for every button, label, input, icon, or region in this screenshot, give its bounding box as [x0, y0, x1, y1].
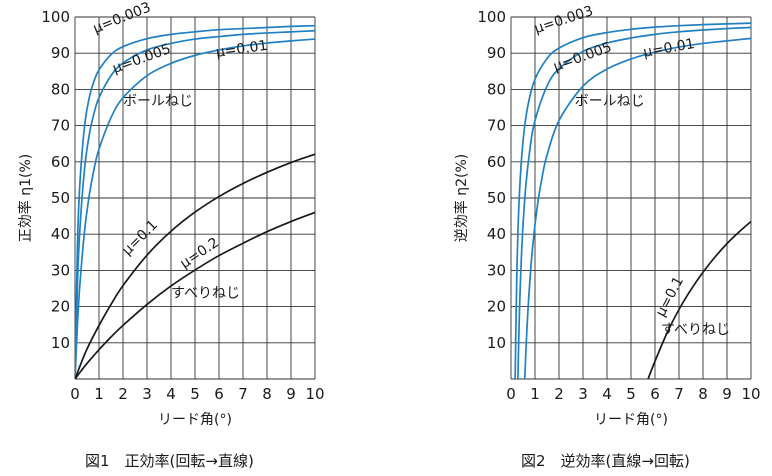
y-tick-label: 70 [487, 117, 506, 135]
x-axis-label: リード角(°) [594, 412, 668, 428]
series-line-0-1-sliding [75, 153, 315, 379]
curve-annotation: μ=0.003 [532, 3, 595, 37]
y-tick-label: 60 [487, 153, 506, 171]
curve-annotation: ボールねじ [123, 94, 193, 110]
series-line-0-01-ball [75, 38, 315, 379]
y-axis-label: 正効率 η1(%) [17, 154, 34, 242]
x-tick-label: 5 [190, 385, 200, 403]
y-axis-label: 逆効率 η2(%) [453, 154, 470, 242]
chart-2: 0 1 2 3 4 5 6 7 8 9 10 10 20 30 40 50 60 70 80 90 100 リード角(°)… [453, 3, 761, 470]
x-tick-label: 2 [554, 385, 564, 403]
x-tick-label: 9 [722, 385, 732, 403]
curve-annotation: μ=0.005 [110, 41, 173, 77]
x-tick-label: 4 [602, 385, 612, 403]
x-tick-label: 1 [530, 385, 540, 403]
series-line-0-01-ball [523, 37, 751, 379]
curve-annotation: μ=0.1 [653, 274, 687, 319]
x-axis-label: リード角(°) [158, 412, 232, 428]
y-tick-label: 100 [477, 8, 506, 26]
x-tick-label: 10 [305, 385, 324, 403]
series-line-0-1-sliding [647, 220, 751, 379]
x-tick-label: 0 [70, 385, 80, 403]
x-tick-label: 0 [506, 385, 516, 403]
figure-caption: 図2 逆効率(直線→回転) [521, 452, 690, 470]
y-tick-label: 30 [51, 261, 70, 279]
x-tick-label: 9 [286, 385, 296, 403]
curve-annotation: すべりねじ [171, 286, 240, 302]
x-tick-label: 3 [142, 385, 152, 403]
curve-annotation: すべりねじ [661, 322, 730, 338]
x-tick-label: 2 [118, 385, 128, 403]
y-tick-label: 40 [487, 225, 506, 243]
y-tick-label: 10 [487, 334, 506, 352]
x-tick-label: 6 [650, 385, 660, 403]
x-tick-label: 10 [741, 385, 760, 403]
y-tick-label: 70 [51, 117, 70, 135]
x-tick-label: 5 [626, 385, 636, 403]
y-tick-label: 40 [51, 225, 70, 243]
figure-caption: 図1 正効率(回転→直線) [85, 452, 254, 470]
x-tick-label: 7 [674, 385, 684, 403]
series-line-0-003-ball [514, 22, 751, 379]
series-line-0-003-ball [75, 24, 315, 379]
curve-annotation: ボールねじ [575, 94, 645, 110]
y-tick-label: 60 [51, 153, 70, 171]
x-tick-label: 8 [698, 385, 708, 403]
y-tick-label: 50 [487, 189, 506, 207]
y-tick-label: 90 [51, 44, 70, 62]
series-line-0-005-ball [517, 26, 751, 379]
y-tick-label: 50 [51, 189, 70, 207]
x-tick-label: 7 [238, 385, 248, 403]
x-tick-label: 6 [214, 385, 224, 403]
curve-annotation: μ=0.003 [91, 0, 153, 37]
grid [74, 16, 316, 380]
curve-annotation: μ=0.01 [215, 38, 269, 61]
y-tick-label: 80 [487, 80, 506, 98]
x-tick-label: 8 [262, 385, 272, 403]
series-line-0-2-sliding [75, 211, 315, 379]
x-tick-label: 3 [578, 385, 588, 403]
y-tick-label: 20 [51, 298, 70, 316]
y-tick-label: 80 [51, 80, 70, 98]
series-line-0-005-ball [75, 29, 315, 379]
y-tick-label: 10 [51, 334, 70, 352]
curve-annotation: μ=0.01 [642, 36, 696, 61]
x-tick-label: 4 [166, 385, 176, 403]
series-lines [514, 22, 751, 379]
series-lines [75, 24, 315, 379]
y-tick-label: 30 [487, 261, 506, 279]
y-tick-label: 100 [41, 8, 70, 26]
x-tick-label: 1 [94, 385, 104, 403]
curve-annotation: μ=0.1 [119, 217, 161, 259]
grid [510, 16, 752, 380]
y-tick-label: 90 [487, 44, 506, 62]
chart-1: 0 1 2 3 4 5 6 7 8 9 10 10 20 30 40 50 60 70 80 90 100 リード角(°)… [17, 0, 325, 470]
y-tick-label: 20 [487, 298, 506, 316]
